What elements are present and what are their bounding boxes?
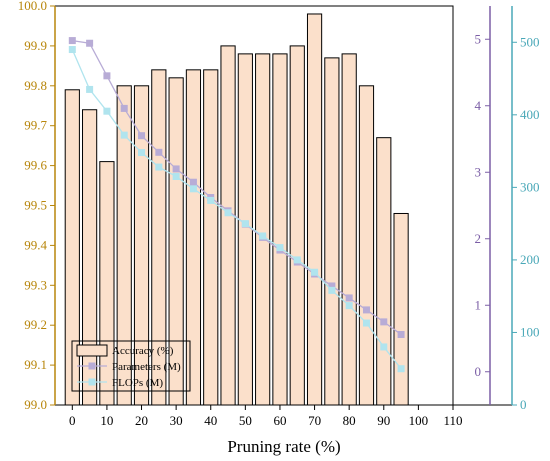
flops-point-30 xyxy=(172,172,180,180)
x-tick-label: 100 xyxy=(409,413,429,428)
mid-y-tick-label: 0 xyxy=(475,364,482,379)
left-y-tick-label: 99.4 xyxy=(24,237,47,252)
left-y-tick-label: 99.3 xyxy=(24,277,47,292)
left-y-tick-label: 99.8 xyxy=(24,78,47,93)
parameters-point-20 xyxy=(138,132,146,140)
bar-45 xyxy=(220,45,236,406)
flops-point-85 xyxy=(362,319,370,327)
x-tick-label: 60 xyxy=(273,413,286,428)
flops-point-55 xyxy=(259,232,267,240)
flops-point-25 xyxy=(155,163,163,171)
x-tick-label: 70 xyxy=(308,413,321,428)
flops-point-60 xyxy=(276,244,284,252)
flops-point-65 xyxy=(293,256,301,264)
flops-point-20 xyxy=(138,149,146,157)
legend-label-flops: FLOPs (M) xyxy=(112,377,163,389)
axes: 99.0 99.1 99.2 99.3 99.4 99.5 99.6 99.7 99.8 99.9… xyxy=(18,0,540,428)
parameters-point-25 xyxy=(155,148,163,156)
parameters-point-75 xyxy=(328,282,336,290)
parameters-point-30 xyxy=(172,165,180,173)
bar-60 xyxy=(272,53,288,406)
flops-point-50 xyxy=(241,220,249,228)
parameters-point-85 xyxy=(362,306,370,314)
bar-35 xyxy=(185,69,202,406)
legend-label-accuracy: Accuracy (%) xyxy=(112,345,174,357)
mid-y-tick-label: 5 xyxy=(475,31,482,46)
mid-y-tick-label: 3 xyxy=(475,164,482,179)
left-y-tick-label: 99.6 xyxy=(24,158,47,173)
parameters-point-95 xyxy=(397,331,405,339)
flops-point-40 xyxy=(207,196,215,204)
legend-swatch-accuracy xyxy=(76,344,108,357)
left-y-tick-label: 99.9 xyxy=(24,38,47,53)
left-y-tick-label: 99.1 xyxy=(24,357,47,372)
right-y-tick-label: 200 xyxy=(520,252,540,267)
bar-40 xyxy=(203,69,219,406)
parameters-point-5 xyxy=(86,39,94,47)
x-tick-label: 0 xyxy=(69,413,76,428)
bar-70 xyxy=(306,13,323,406)
legend-marker-parameters xyxy=(88,362,96,370)
legend: Accuracy (%) Parameters (M) FLOPs (M) xyxy=(71,340,191,392)
left-y-tick-label: 99.7 xyxy=(24,118,47,133)
x-tick-label: 10 xyxy=(100,413,113,428)
mid-y-tick-label: 2 xyxy=(475,231,482,246)
parameters-point-80 xyxy=(345,294,353,302)
x-axis-label: Pruning rate (%) xyxy=(227,437,340,456)
x-tick-label: 50 xyxy=(239,413,252,428)
flops-point-90 xyxy=(380,343,388,351)
parameters-point-15 xyxy=(120,104,128,112)
bar-55 xyxy=(255,53,271,406)
x-tick-label: 110 xyxy=(443,413,462,428)
parameters-point-0 xyxy=(68,37,76,45)
bar-90 xyxy=(376,137,392,406)
flops-point-70 xyxy=(311,268,319,276)
flops-point-45 xyxy=(224,209,232,217)
bar-75 xyxy=(324,57,340,406)
x-tick-label: 90 xyxy=(377,413,390,428)
flops-point-10 xyxy=(103,107,111,115)
flops-point-15 xyxy=(120,131,128,139)
flops-point-5 xyxy=(86,85,94,93)
left-y-tick-label: 99.0 xyxy=(24,397,47,412)
right-y-tick-label: 500 xyxy=(520,34,540,49)
right-y-tick-label: 300 xyxy=(520,179,540,194)
right-y-tick-label: 400 xyxy=(520,107,540,122)
parameters-point-90 xyxy=(380,318,388,326)
series-lines xyxy=(68,37,405,373)
bar-85 xyxy=(358,85,375,406)
flops-point-80 xyxy=(345,302,353,310)
legend-box xyxy=(71,340,191,392)
bar-65 xyxy=(289,45,305,406)
parameters-point-10 xyxy=(103,72,111,80)
right-y-tick-label: 0 xyxy=(520,397,527,412)
bar-95 xyxy=(393,212,409,406)
flops-point-35 xyxy=(189,185,197,193)
flops-point-95 xyxy=(397,365,405,373)
bar-80 xyxy=(341,53,357,406)
left-y-tick-label: 99.5 xyxy=(24,198,47,213)
right-y-tick-label: 100 xyxy=(520,324,540,339)
bar-5 xyxy=(82,109,98,406)
parameters-point-35 xyxy=(189,178,197,186)
legend-marker-flops xyxy=(88,378,96,386)
x-tick-label: 20 xyxy=(135,413,148,428)
flops-point-75 xyxy=(328,286,336,294)
bar-50 xyxy=(237,53,253,406)
flops-point-0 xyxy=(68,46,76,54)
left-y-tick-label: 100.0 xyxy=(18,0,47,13)
x-tick-label: 40 xyxy=(204,413,217,428)
left-y-tick-label: 99.2 xyxy=(24,317,47,332)
x-tick-label: 80 xyxy=(343,413,356,428)
mid-y-tick-label: 4 xyxy=(475,98,482,113)
x-tick-label: 30 xyxy=(170,413,183,428)
legend-label-parameters: Parameters (M) xyxy=(112,361,181,373)
mid-y-tick-label: 1 xyxy=(475,297,482,312)
